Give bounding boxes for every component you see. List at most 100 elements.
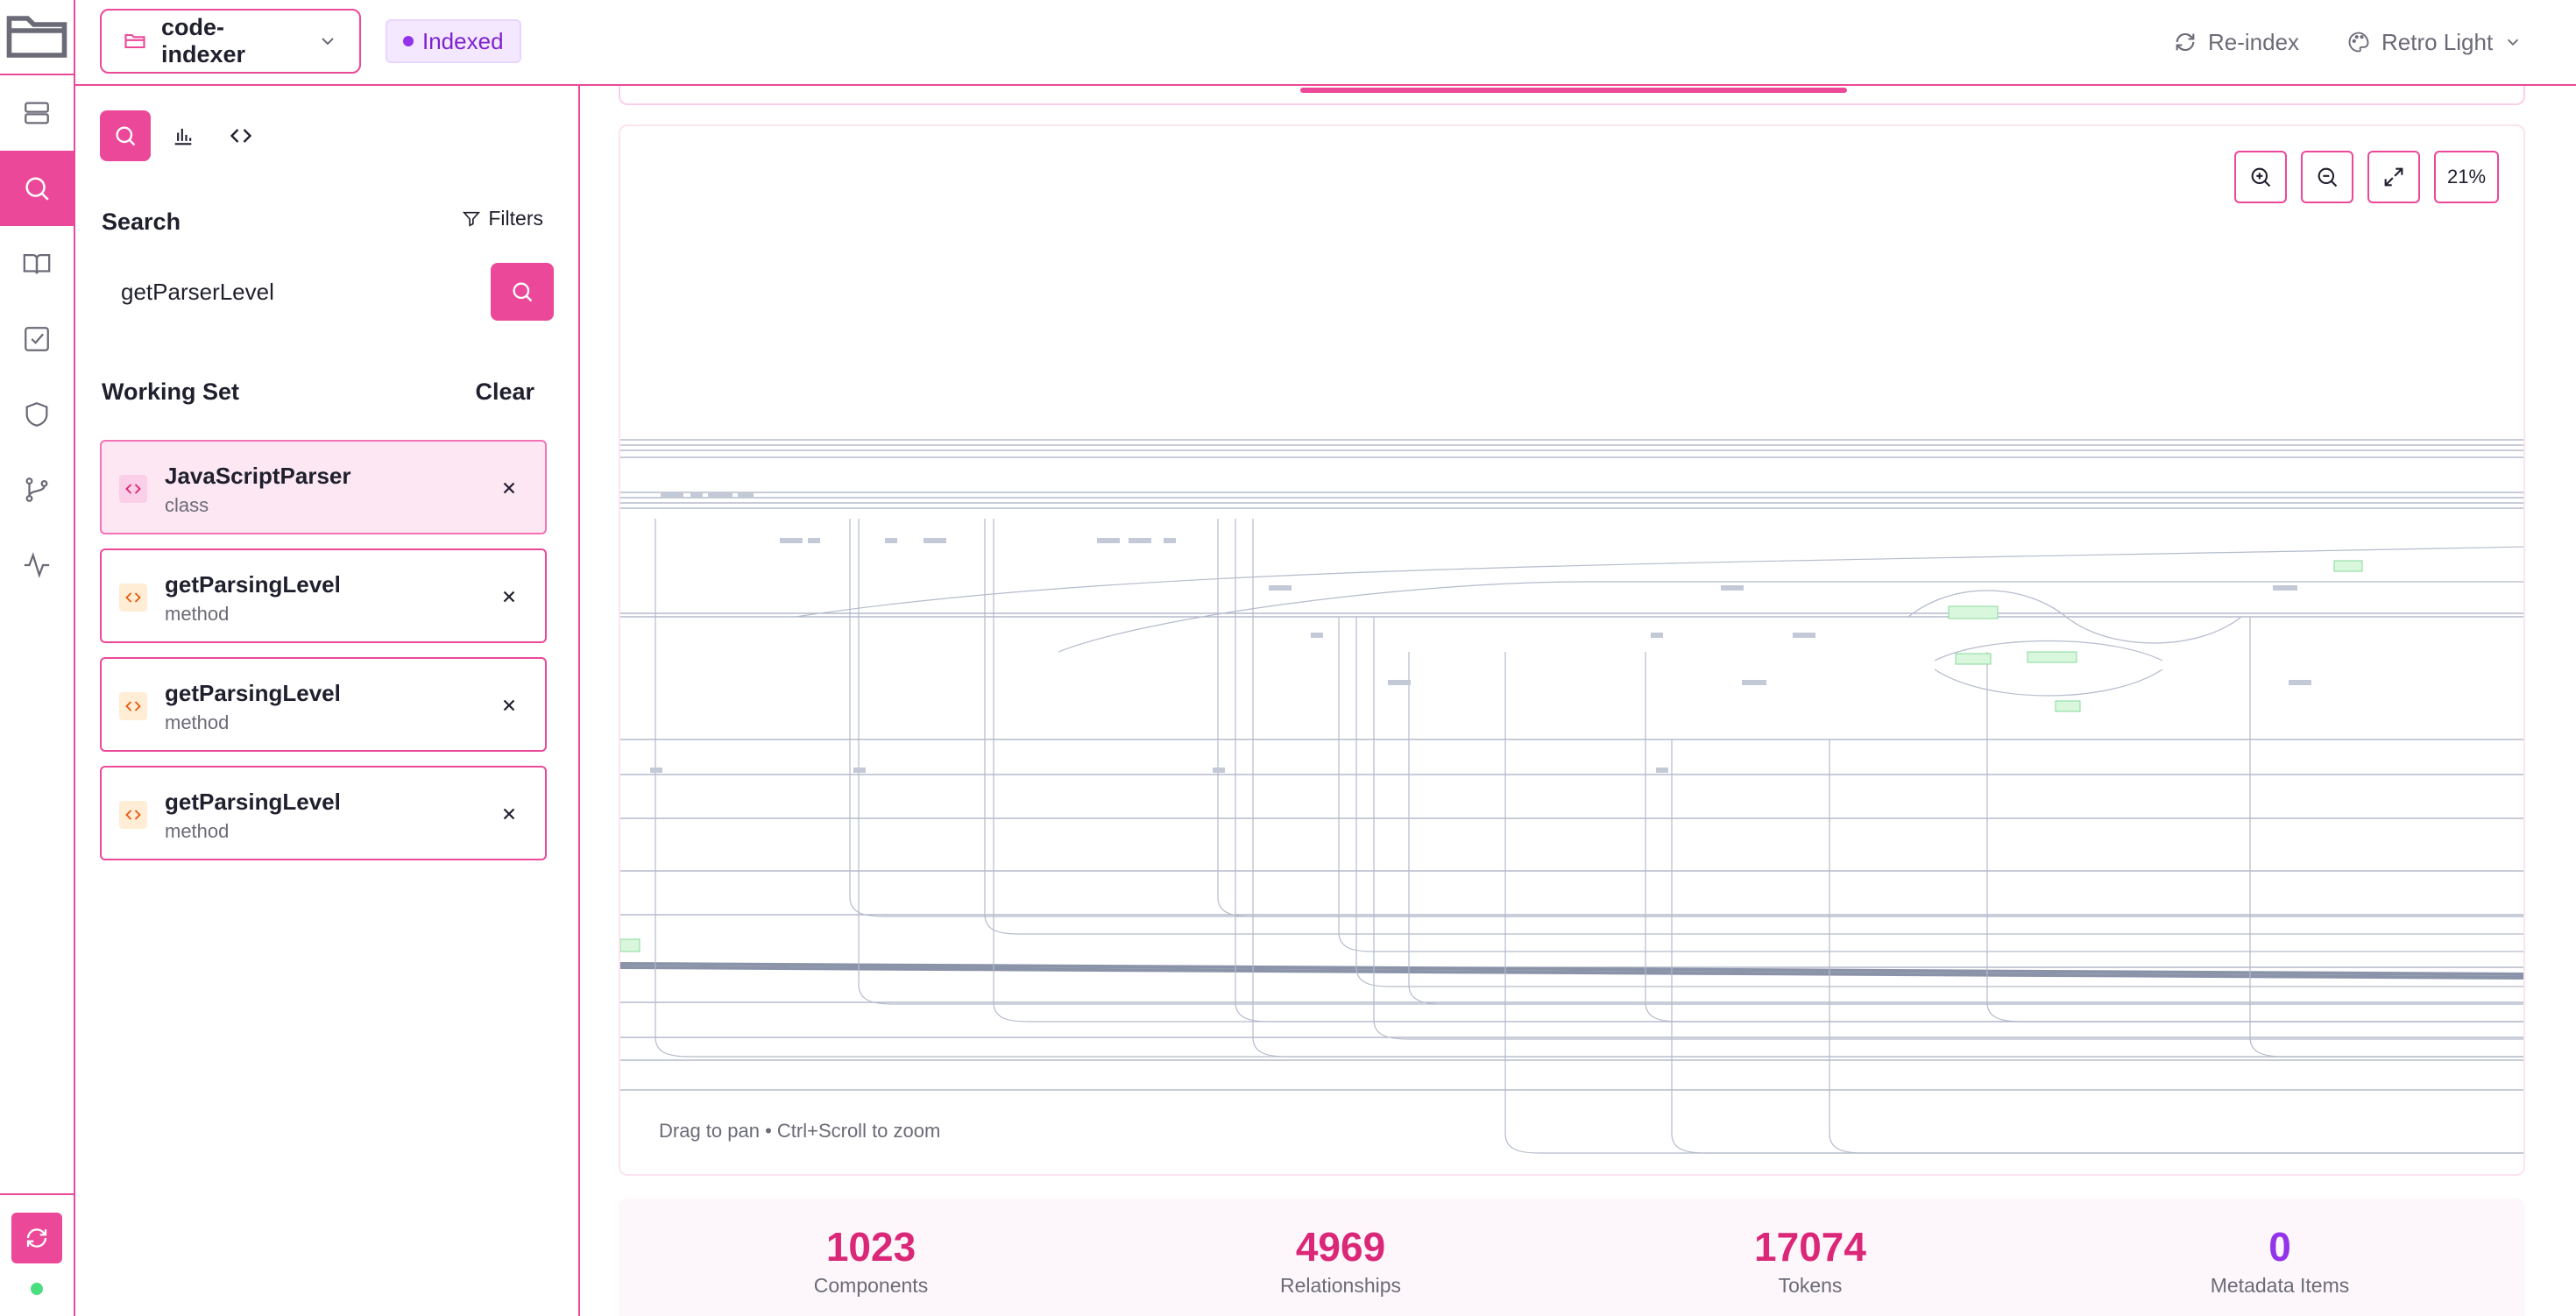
activity-icon (24, 552, 50, 578)
connection-status-dot (31, 1283, 43, 1295)
folder-icon (6, 16, 67, 58)
method-badge (119, 801, 147, 829)
rail-search-button[interactable] (0, 151, 74, 226)
item-kind: method (165, 603, 230, 625)
stat-value: 1023 (825, 1224, 916, 1270)
stat-value: 4969 (1295, 1224, 1386, 1270)
tab-code[interactable] (216, 110, 266, 161)
close-icon[interactable] (499, 804, 519, 824)
close-icon[interactable] (499, 478, 519, 498)
status-dot (403, 36, 414, 46)
working-set-item[interactable]: getParsingLevel method (100, 548, 547, 643)
rail-database-button[interactable] (0, 75, 74, 151)
folder-open-icon (124, 33, 145, 49)
refresh-icon (2176, 32, 2195, 52)
item-name: getParsingLevel (165, 571, 341, 598)
status-badge: Indexed (386, 19, 521, 63)
stat-label: Metadata Items (2210, 1274, 2350, 1297)
working-set-heading: Working Set (102, 379, 240, 405)
clear-working-set-button[interactable]: Clear (475, 379, 534, 405)
filters-label: Filters (488, 207, 543, 230)
status-badge-label: Indexed (422, 27, 504, 54)
item-kind: class (165, 494, 209, 516)
chevron-down-icon (2508, 39, 2519, 46)
item-name: JavaScriptParser (165, 463, 351, 489)
stat-metadata: 0 Metadata Items (2105, 1223, 2455, 1298)
tab-search[interactable] (100, 110, 151, 161)
zoom-in-button[interactable] (2234, 151, 2287, 203)
search-submit-button[interactable] (491, 263, 554, 321)
search-panel: Search Filters Working Set Clear JavaScr… (75, 86, 580, 1316)
search-icon (25, 177, 49, 201)
close-icon[interactable] (499, 587, 519, 606)
code-icon (125, 810, 141, 820)
filter-icon (463, 211, 481, 227)
graph-edges-heavy (620, 962, 2523, 980)
stat-label: Tokens (1778, 1274, 1843, 1297)
filters-button[interactable]: Filters (462, 207, 543, 230)
graph-canvas[interactable] (620, 126, 2525, 1176)
book-icon (23, 253, 51, 274)
git-branch-icon (25, 478, 48, 502)
item-name: getParsingLevel (165, 680, 341, 706)
rail-security-button[interactable] (0, 377, 74, 452)
top-bar: code-indexer Indexed Re-index Retro Ligh… (75, 0, 2576, 86)
working-set-list: JavaScriptParser class getParsingLevel m… (100, 440, 547, 860)
fit-to-screen-button[interactable] (2367, 151, 2420, 203)
graph-hint: Drag to pan • Ctrl+Scroll to zoom (659, 1120, 941, 1142)
method-badge (119, 584, 147, 612)
tab-stats[interactable] (158, 110, 209, 161)
stat-components: 1023 Components (696, 1223, 1046, 1298)
close-icon[interactable] (499, 696, 519, 715)
stat-label: Components (813, 1274, 929, 1297)
stat-tokens: 17074 Tokens (1635, 1223, 1985, 1298)
graph-edge-labels (650, 492, 2311, 773)
theme-label: Retro Light (2381, 28, 2494, 55)
method-badge (119, 692, 147, 720)
zoom-out-button[interactable] (2301, 151, 2353, 203)
zoom-in-icon (2251, 167, 2271, 187)
scroll-indicator (1300, 88, 1847, 93)
working-set-item[interactable]: getParsingLevel method (100, 766, 547, 860)
stat-value: 17074 (1754, 1224, 1866, 1270)
zoom-controls: 21% (2234, 151, 2499, 203)
code-icon (125, 484, 141, 494)
previous-card-edge (619, 86, 2525, 105)
zoom-level: 21% (2434, 151, 2499, 203)
item-kind: method (165, 711, 230, 733)
rail-folder-button[interactable] (0, 0, 74, 75)
reindex-label: Re-index (2208, 28, 2300, 55)
graph-nodes (620, 560, 2363, 952)
rail-tasks-button[interactable] (0, 301, 74, 377)
rail-git-button[interactable] (0, 452, 74, 527)
rail-docs-button[interactable] (0, 226, 74, 301)
theme-selector[interactable]: Retro Light (2346, 21, 2523, 63)
rail-activity-button[interactable] (0, 527, 74, 603)
search-icon (116, 126, 136, 146)
stat-value: 0 (2268, 1224, 2291, 1270)
sync-button[interactable] (11, 1213, 62, 1263)
checklist-icon (25, 327, 49, 351)
main-content: 21% Drag to pan • Ctrl+Scroll to zoom 10… (582, 86, 2576, 1316)
search-heading: Search (102, 209, 181, 235)
sync-icon (26, 1228, 47, 1248)
search-input[interactable] (102, 261, 487, 322)
chevron-down-icon (322, 38, 334, 46)
working-set-item[interactable]: getParsingLevel method (100, 657, 547, 752)
icon-rail (0, 0, 75, 1316)
repo-selector[interactable]: code-indexer (100, 9, 361, 74)
code-icon (230, 129, 252, 143)
working-set-item[interactable]: JavaScriptParser class (100, 440, 547, 534)
zoom-out-icon (2318, 167, 2338, 187)
repo-name: code-indexer (161, 14, 246, 67)
expand-icon (2384, 167, 2403, 187)
reindex-button[interactable]: Re-index (2173, 21, 2299, 63)
class-badge (119, 475, 147, 503)
search-icon (513, 282, 533, 302)
code-icon (125, 592, 141, 603)
graph-curves (655, 519, 2523, 1154)
shield-icon (25, 402, 48, 427)
dependency-graph[interactable]: 21% Drag to pan • Ctrl+Scroll to zoom (619, 124, 2525, 1176)
stat-relationships: 4969 Relationships (1165, 1223, 1516, 1298)
